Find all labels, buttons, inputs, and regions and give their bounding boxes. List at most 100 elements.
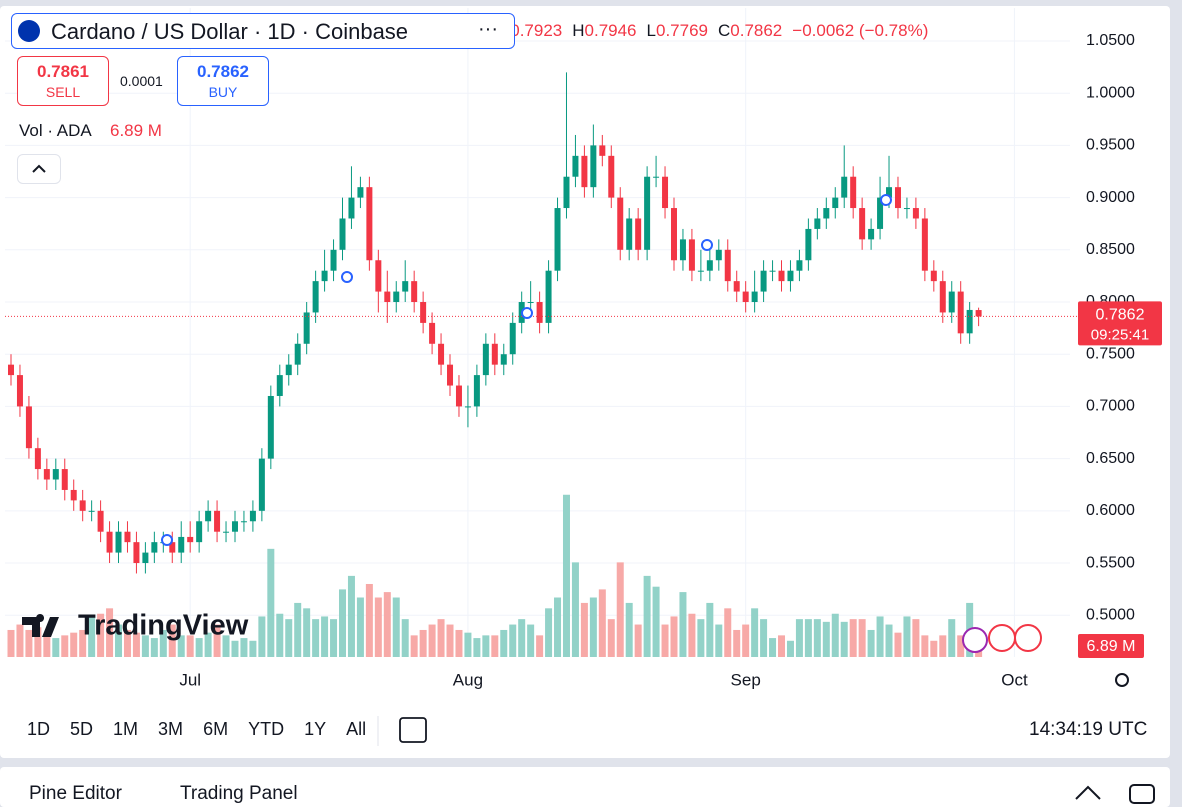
ohlc-value: 0.7862 — [730, 21, 783, 40]
candle-body — [276, 375, 283, 396]
volume-bar — [840, 621, 848, 657]
volume-bar — [285, 619, 293, 657]
x-tick-label: Aug — [453, 670, 483, 689]
tab[interactable]: Pine Editor — [29, 783, 122, 804]
candle-body — [500, 354, 507, 365]
volume-bar — [392, 597, 400, 657]
timeframe[interactable]: 1Y — [304, 719, 327, 739]
volume-bar — [751, 608, 759, 657]
sell-button[interactable]: 0.7861 SELL — [17, 56, 109, 106]
replay-icon[interactable] — [399, 717, 427, 743]
price-tag-price: 0.7862 — [1096, 307, 1145, 324]
candle-body — [653, 176, 660, 178]
plot: 0.50000.55000.60000.65000.70000.75000.80… — [5, 8, 1162, 689]
volume-bar — [518, 619, 526, 657]
volume-bar — [34, 627, 42, 657]
volume-bar — [321, 616, 329, 657]
volume-bar — [330, 619, 338, 657]
timeframe[interactable]: 6M — [203, 719, 229, 739]
candle-body — [509, 322, 516, 355]
volume-bar — [52, 638, 60, 657]
candle-body — [635, 218, 642, 250]
collapse-icon[interactable] — [1070, 777, 1110, 807]
volume-bar — [195, 638, 203, 657]
candle-body — [79, 500, 86, 511]
volume-bar — [303, 608, 311, 657]
candle-body — [357, 187, 364, 198]
volume-bar — [347, 575, 355, 657]
candle-body — [464, 406, 471, 408]
x-tick-label: Sep — [731, 670, 761, 689]
timeframe[interactable]: All — [346, 719, 367, 739]
buy-button[interactable]: 0.7862 BUY — [177, 56, 269, 106]
candle-body — [214, 510, 221, 532]
volume-bar — [383, 592, 391, 657]
timeframe[interactable]: 1D — [27, 719, 51, 739]
candle-body — [339, 218, 346, 250]
candle-body — [142, 552, 149, 564]
volume-bar — [589, 597, 597, 657]
spread: 0.0001 — [120, 73, 163, 89]
volume-bar — [25, 629, 33, 657]
candle-body — [608, 155, 615, 198]
candle-body — [823, 208, 830, 219]
volume-bar — [778, 635, 786, 657]
news-icons — [962, 624, 1042, 653]
volume-bar — [733, 629, 741, 657]
volume-bar — [338, 589, 346, 657]
candle-body — [34, 448, 41, 470]
volume-bar — [706, 602, 714, 657]
symbol-box[interactable]: Cardano / US Dollar · 1D · Coinbase ··· — [11, 13, 515, 49]
settings-icon[interactable] — [1115, 673, 1129, 687]
candle-body — [447, 364, 454, 386]
more-icon[interactable]: ··· — [478, 18, 498, 40]
volume-bar — [598, 589, 606, 657]
tab[interactable]: Trading Panel — [180, 783, 298, 804]
volume-bar — [115, 624, 123, 657]
collapse-button[interactable] — [17, 154, 61, 184]
timeframe[interactable]: 5D — [70, 719, 94, 739]
candle-body — [8, 364, 15, 376]
candle-body — [25, 406, 32, 449]
volume-bar — [509, 624, 517, 657]
candle-body — [859, 208, 866, 240]
candle-body — [697, 270, 704, 272]
candle-body — [393, 291, 400, 303]
candle-body — [196, 521, 203, 543]
volume-bar — [473, 638, 481, 657]
timeframe[interactable]: 3M — [158, 719, 184, 739]
candle-body — [267, 395, 274, 459]
maximize-icon[interactable] — [1124, 777, 1160, 807]
y-tick-label: 0.8500 — [1086, 241, 1135, 258]
volume-bar — [688, 613, 696, 657]
candle-body — [706, 260, 713, 271]
volume-bar — [545, 608, 553, 657]
volume-bar — [643, 575, 651, 657]
volume-bar — [786, 640, 794, 657]
candle-body — [527, 302, 534, 304]
candle-body — [590, 145, 597, 188]
candle-body — [384, 291, 391, 303]
timeframe[interactable]: YTD — [248, 719, 285, 739]
candle-body — [957, 291, 964, 334]
candle-body — [733, 281, 740, 292]
candle-body — [912, 208, 919, 219]
volume-bar — [876, 616, 884, 657]
volume-bar — [580, 602, 588, 657]
logo-text: TradingView — [78, 610, 249, 642]
timeframe[interactable]: 1M — [113, 719, 139, 739]
volume-bar — [123, 629, 131, 657]
y-tick-label: 0.6500 — [1086, 450, 1135, 467]
y-tick-label: 0.9500 — [1086, 137, 1135, 154]
candle-body — [832, 197, 839, 209]
volume-bar — [70, 632, 78, 657]
volume-bar — [437, 619, 445, 657]
volume-bar — [240, 638, 248, 657]
volume-bar — [482, 635, 490, 657]
candle-body — [805, 228, 812, 261]
ohlc-key: L — [646, 21, 656, 40]
volume-bar — [267, 548, 275, 657]
coin-icon — [18, 20, 40, 42]
volume-tag-text: 6.89 M — [1087, 638, 1136, 655]
